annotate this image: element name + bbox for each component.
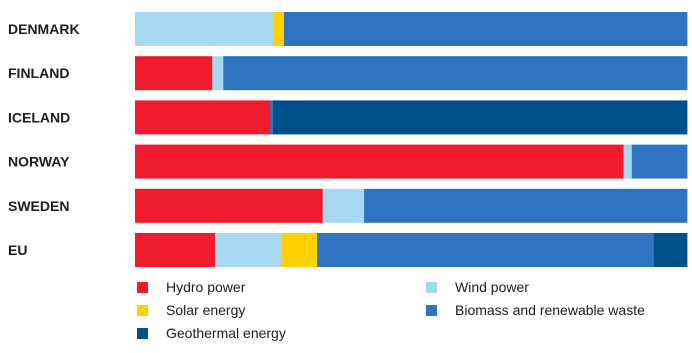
category-labels: DENMARK FINLAND ICELAND NORWAY SWEDEN EU <box>8 21 80 258</box>
category-label-denmark: DENMARK <box>8 21 80 37</box>
category-label-iceland: ICELAND <box>8 109 70 125</box>
category-label-sweden: SWEDEN <box>8 198 69 214</box>
bar-segment-sweden-hydro-power <box>135 188 324 223</box>
bars-layer <box>135 12 688 267</box>
bar-segment-denmark-solar-energy <box>273 12 285 46</box>
category-label-finland: FINLAND <box>8 65 69 81</box>
bar-segment-eu-solar-energy <box>281 233 318 267</box>
bar-segment-eu-hydro-power <box>135 233 216 267</box>
bar-segment-finland-hydro-power <box>135 56 213 91</box>
legend-swatch-biomass-and-renewable-waste <box>426 305 437 316</box>
legend-swatch-wind-power <box>426 282 437 293</box>
legend-swatch-hydro-power <box>137 282 148 293</box>
bar-segment-eu-wind-power <box>215 233 282 267</box>
bar-segment-eu-geothermal-energy <box>653 233 688 267</box>
bar-segment-iceland-geothermal-energy <box>273 100 688 135</box>
bar-segment-norway-hydro-power <box>135 144 624 179</box>
bar-segment-iceland-biomass-and-renewable-waste <box>270 100 274 135</box>
legend-swatch-solar-energy <box>137 305 148 316</box>
category-label-norway: NORWAY <box>8 154 70 170</box>
bar-segment-finland-wind-power <box>212 56 224 91</box>
bar-segment-denmark-biomass-and-renewable-waste <box>284 12 688 46</box>
category-label-eu: EU <box>8 242 27 258</box>
bar-segment-norway-wind-power <box>623 144 633 179</box>
bar-segment-denmark-wind-power <box>135 12 274 46</box>
bar-segment-finland-biomass-and-renewable-waste <box>223 56 688 91</box>
bar-segment-norway-biomass-and-renewable-waste <box>631 144 688 179</box>
legend-swatch-geothermal-energy <box>137 328 148 339</box>
legend-label-solar-energy: Solar energy <box>166 302 245 318</box>
bar-segment-eu-biomass-and-renewable-waste <box>317 233 655 267</box>
bar-segment-sweden-wind-power <box>322 188 365 223</box>
legend-label-hydro-power: Hydro power <box>166 279 246 295</box>
legend-label-geothermal-energy: Geothermal energy <box>166 325 286 341</box>
bar-segment-iceland-hydro-power <box>135 100 271 135</box>
legend: Hydro power Wind power Solar energy Biomass… <box>137 279 645 341</box>
legend-label-wind-power: Wind power <box>455 279 529 295</box>
bar-segment-sweden-biomass-and-renewable-waste <box>364 188 688 223</box>
legend-label-biomass-and-renewable-waste: Biomass and renewable waste <box>455 302 645 318</box>
